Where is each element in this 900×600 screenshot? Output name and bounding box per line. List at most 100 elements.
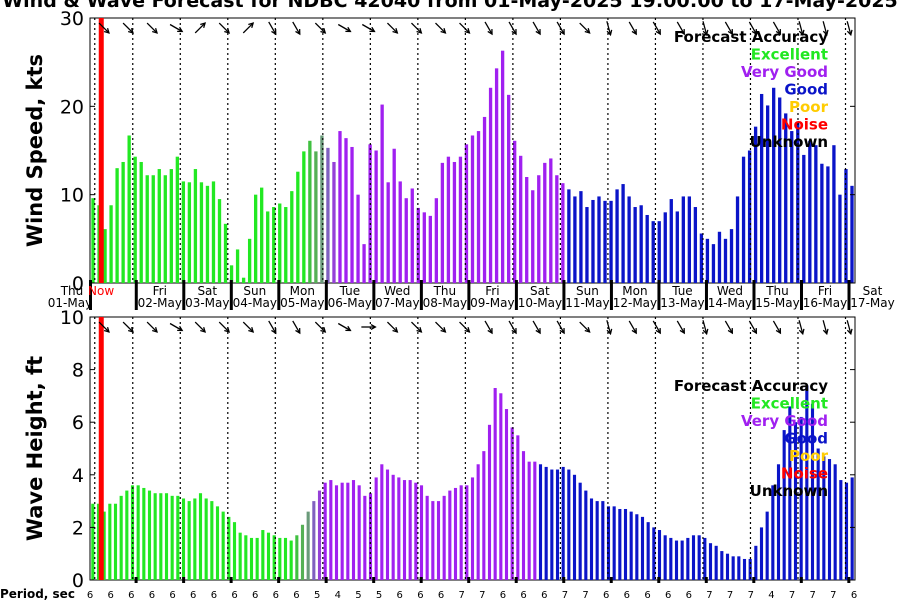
bar [459,485,463,580]
period-value: 5 [376,590,382,600]
legend-item-very-good: Very Good [741,63,828,81]
bar [332,161,336,283]
bar [217,199,222,283]
y-tick-label: 0 [72,570,84,592]
direction-arrow [772,320,782,335]
bar [741,156,746,283]
bar [555,469,560,580]
bar [708,543,713,580]
day-tick [752,577,756,583]
date-label: 16-May [803,296,847,310]
day-tick [182,577,186,583]
direction-arrow [146,22,158,34]
bar [784,113,788,284]
arrow-shaft [268,21,277,35]
bar [549,158,553,283]
bar [223,223,228,283]
arrow-shaft [652,320,661,334]
direction-arrow [606,320,613,336]
bar [340,482,344,580]
arrow-shaft [361,23,375,33]
bar [705,238,710,283]
day-label: Thu [765,284,789,298]
bar [629,511,633,580]
period-value: 6 [500,590,506,600]
bar [810,403,815,580]
direction-arrow [386,22,399,34]
bar [176,495,180,580]
day-tick [372,577,376,583]
bar [759,527,764,580]
arrow-shaft [292,21,301,35]
arrow-shaft [628,320,637,334]
legend-item-good: Good [784,430,828,448]
bar [585,207,589,283]
day-tick [609,577,613,583]
bar [759,93,764,283]
bar [723,238,728,283]
period-value: 5 [314,590,320,600]
arrow-head [103,326,110,333]
bar [102,511,106,580]
bar [651,221,655,283]
bar [198,493,203,580]
bar [578,482,582,580]
bar [385,469,390,580]
direction-arrow [556,320,565,335]
bar [344,138,348,283]
bar [782,430,786,580]
day-tick [657,577,661,583]
date-label: 09-May [470,296,514,310]
arrow-head [846,328,853,336]
arrow-shaft [532,320,541,334]
period-value: 7 [479,590,485,600]
day-tick [467,577,471,583]
arrow-head [440,27,447,34]
day-tick [704,577,708,583]
bar [278,537,282,580]
bar [414,482,418,580]
bar [121,161,125,283]
bar [380,464,384,580]
period-value: 6 [624,590,630,600]
bar [244,535,248,580]
bar [247,238,252,283]
direction-arrow [579,22,591,34]
bar [283,537,288,580]
period-value: 7 [458,590,464,600]
bar [227,516,231,580]
bar [458,156,463,283]
arrow-shaft [846,320,852,334]
arrow-head [345,325,352,332]
arrow-head [177,325,184,332]
arrow-shaft [146,22,158,34]
arrow-head [271,328,277,335]
bar [693,207,698,283]
legend-item-noise: Noise [781,116,828,134]
bar [589,498,594,580]
bar [591,199,595,283]
arrow-shaft [748,320,757,334]
direction-arrow [846,320,853,336]
bar [308,140,312,283]
day-tick [609,280,613,310]
day-label: Wed [717,284,743,298]
bar [680,540,684,580]
direction-arrow [508,320,517,335]
period-value: 6 [273,590,279,600]
arrow-shaft [652,21,661,35]
day-tick [419,280,423,310]
bar [181,181,186,283]
day-tick [799,577,803,583]
bar [487,424,492,580]
period-value: 6 [851,590,857,600]
bar [640,516,645,580]
period-value: 6 [293,590,299,600]
direction-arrow [98,321,110,333]
bar [639,205,643,283]
arrow-shaft [702,21,708,35]
bar [232,522,237,580]
arrow-shaft [411,22,422,34]
arrow-shaft [435,22,446,34]
